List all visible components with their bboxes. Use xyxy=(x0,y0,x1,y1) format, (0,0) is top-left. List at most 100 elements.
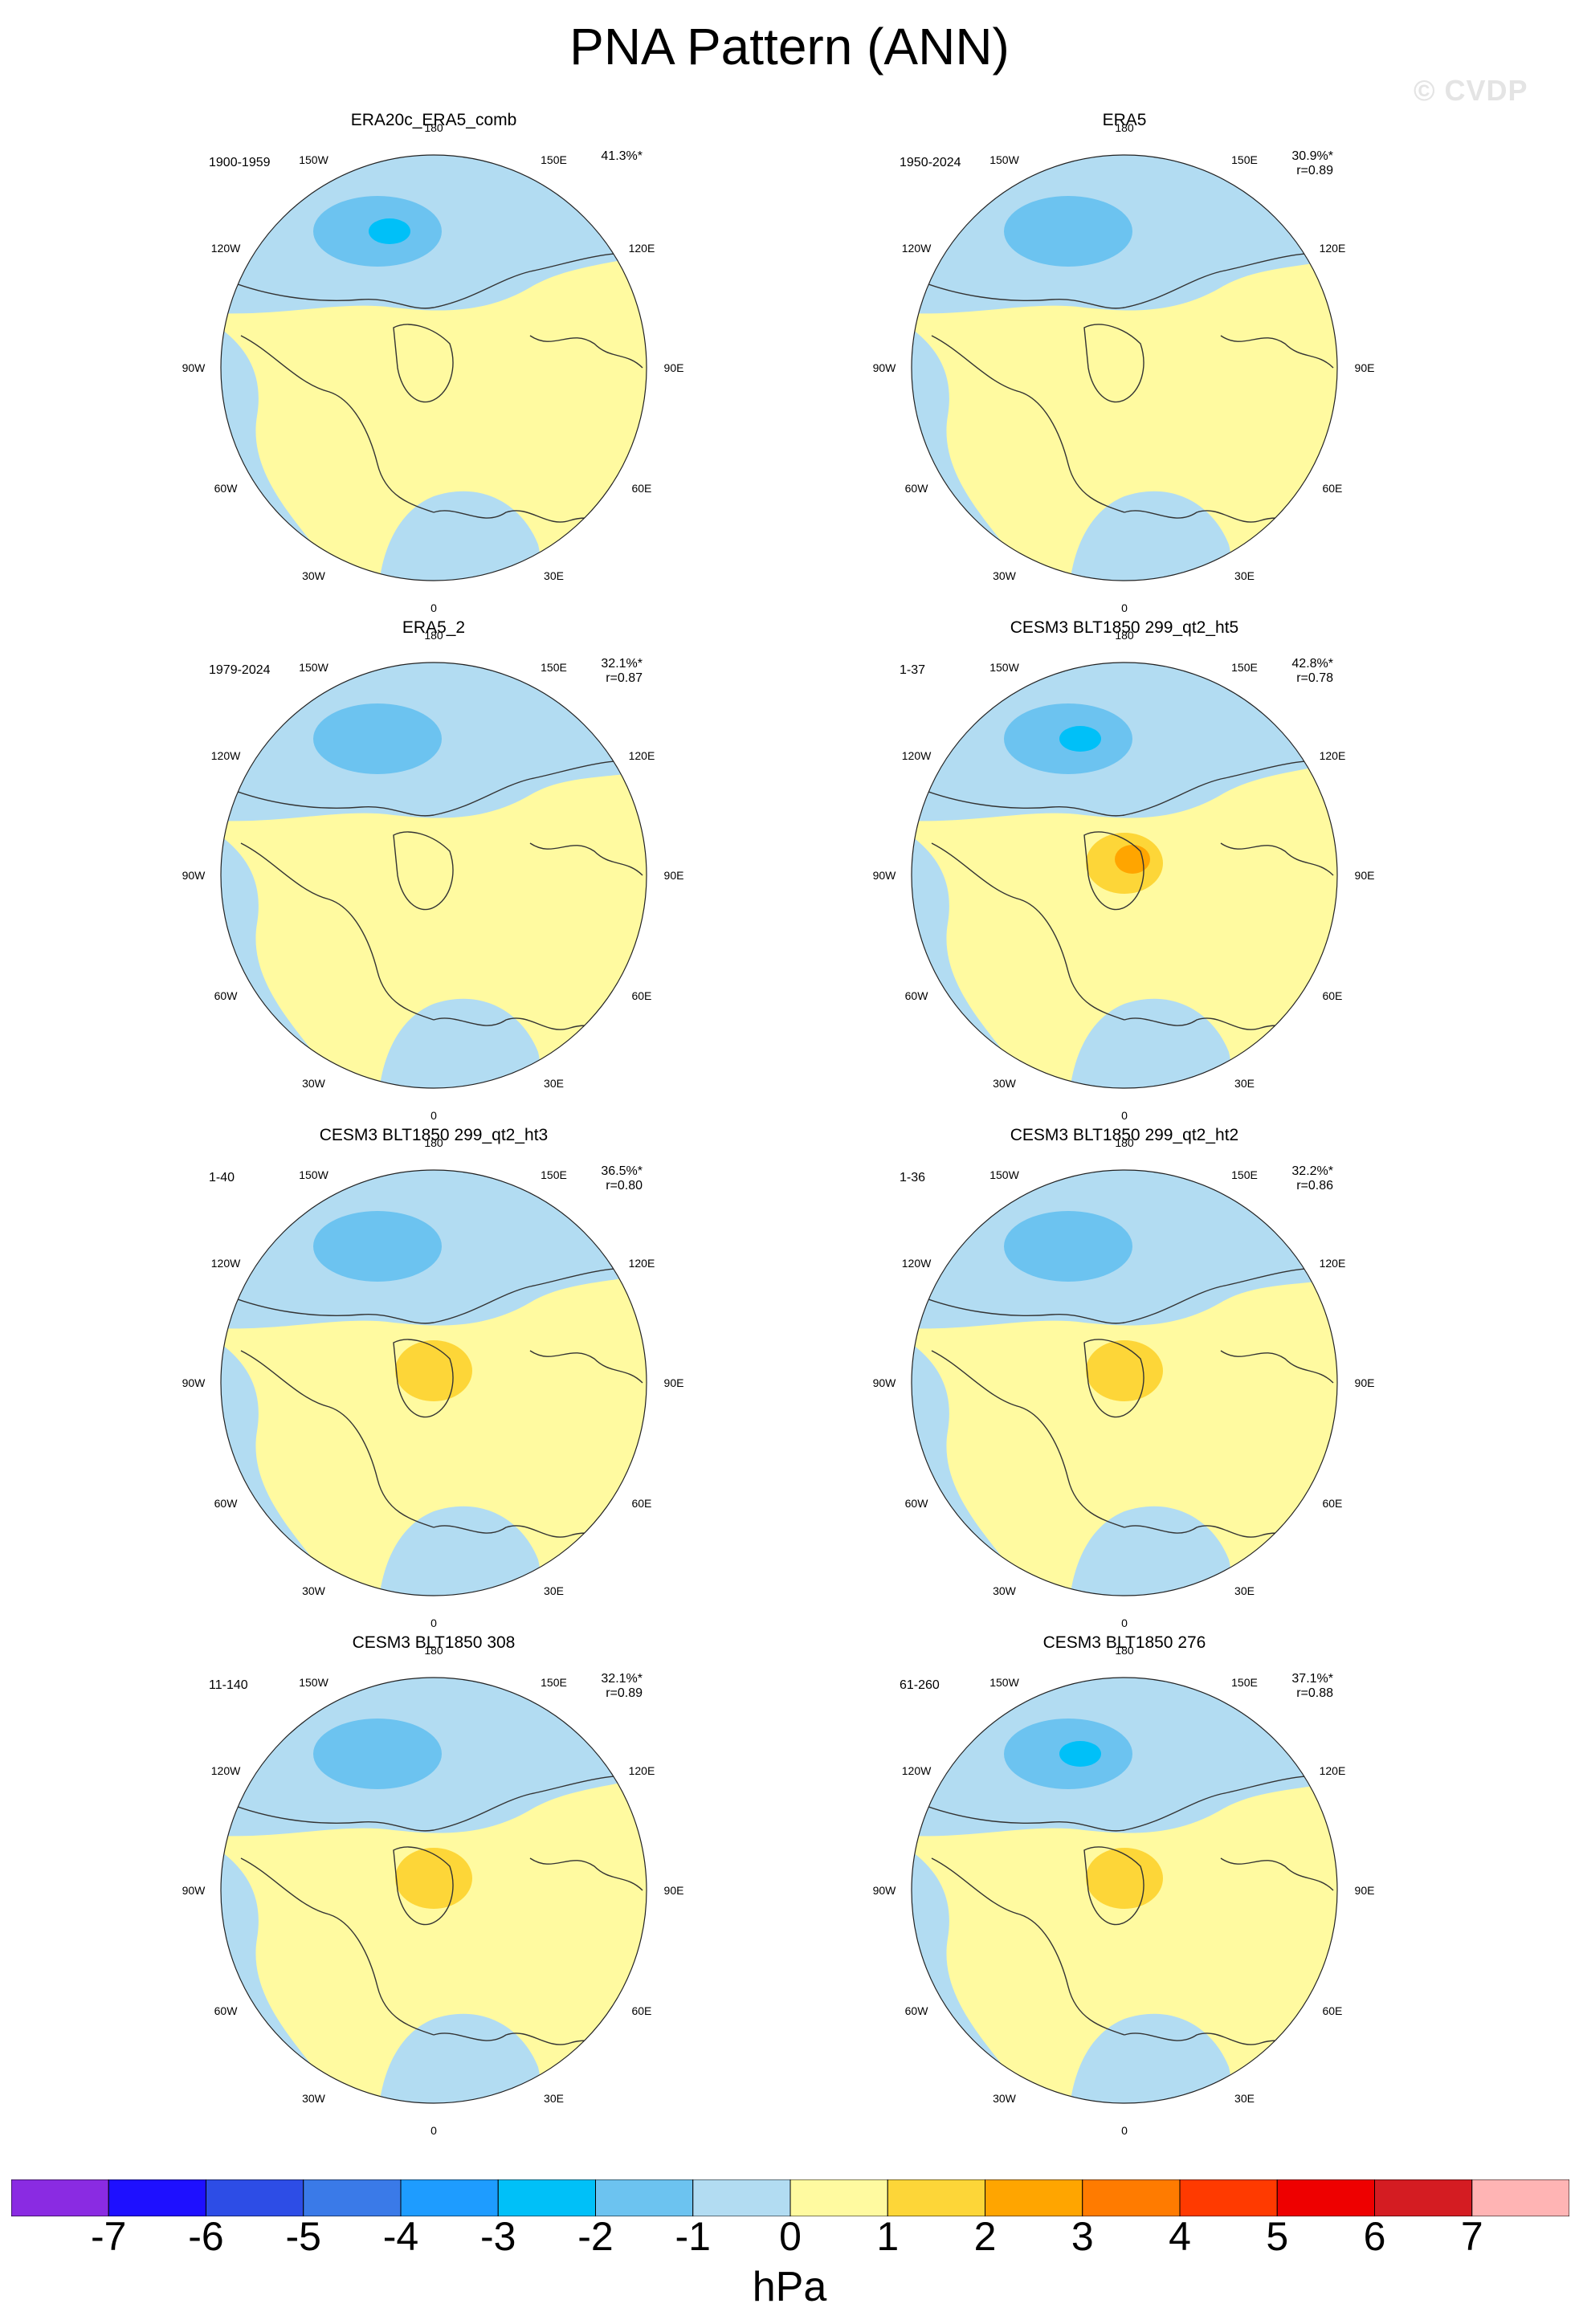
colorbar-swatch xyxy=(11,2179,109,2216)
longitude-label: 0 xyxy=(430,601,437,614)
longitude-label: 150E xyxy=(1231,1168,1258,1182)
aleutian-low-core xyxy=(1059,1741,1101,1767)
aleutian-low-contour xyxy=(1004,1211,1132,1282)
colorbar-tick-label: -4 xyxy=(382,2214,419,2259)
longitude-label: 150W xyxy=(299,1168,328,1182)
longitude-label: 180 xyxy=(1115,1644,1134,1657)
positive-center-contour xyxy=(1086,1848,1163,1909)
colorbar-units: hPa xyxy=(752,2264,827,2310)
panel-period: 1-37 xyxy=(900,663,926,677)
longitude-label: 0 xyxy=(1121,1617,1128,1629)
longitude-label: 150W xyxy=(989,661,1019,675)
longitude-label: 150E xyxy=(541,1676,567,1690)
longitude-label: 60E xyxy=(1322,2004,1343,2017)
polar-map xyxy=(911,662,1338,1089)
map-boundary xyxy=(911,154,1338,581)
colorbar-swatch xyxy=(790,2179,888,2216)
longitude-label: 150W xyxy=(989,1676,1019,1690)
aleutian-low-contour xyxy=(1004,196,1132,267)
coastlines xyxy=(224,760,647,1031)
longitude-label: 150E xyxy=(1231,661,1258,675)
longitude-label: 90W xyxy=(182,1884,206,1897)
longitude-label: 180 xyxy=(424,1136,443,1149)
longitude-label: 180 xyxy=(1115,1136,1134,1149)
longitude-label: 90W xyxy=(872,361,896,374)
panel-pattern-correlation: r=0.80 xyxy=(606,1179,643,1193)
map-boundary xyxy=(220,154,647,581)
longitude-label: 90W xyxy=(872,869,896,882)
colorbar-swatch xyxy=(1179,2179,1278,2216)
longitude-label: 150W xyxy=(299,661,328,675)
colorbar-tick-label: 4 xyxy=(1169,2214,1191,2259)
longitude-label: 90E xyxy=(663,361,684,374)
longitude-label: 90E xyxy=(663,1376,684,1389)
positive-center-contour xyxy=(1086,1340,1163,1401)
longitude-label: 150E xyxy=(541,661,567,675)
colorbar-swatch xyxy=(887,2179,985,2216)
colorbar-tick-label: -1 xyxy=(675,2214,711,2259)
longitude-label: 60E xyxy=(631,989,652,1002)
panel-title: ERA5_2 xyxy=(402,618,466,637)
longitude-label: 60W xyxy=(214,481,238,495)
colorbar-tick-label: 5 xyxy=(1266,2214,1289,2259)
longitude-label: 180 xyxy=(1115,629,1134,642)
longitude-label: 150W xyxy=(989,153,1019,167)
longitude-label: 150E xyxy=(1231,153,1258,167)
longitude-label: 180 xyxy=(424,1644,443,1657)
panel-title: CESM3 BLT1850 299_qt2_ht3 xyxy=(319,1126,549,1144)
longitude-label: 120W xyxy=(210,1763,241,1777)
longitude-label: 30E xyxy=(1234,1584,1255,1597)
panel-title: ERA20c_ERA5_comb xyxy=(350,111,517,129)
longitude-label: 30W xyxy=(302,1584,325,1597)
longitude-label: 30E xyxy=(1234,1076,1255,1090)
colorbar-swatch xyxy=(692,2179,791,2216)
colorbar-swatch xyxy=(108,2179,206,2216)
longitude-label: 30E xyxy=(544,1584,564,1597)
map-panel: ERA5 1950-2024 30.9%* r=0.89 180 150E 120E 90E 6… xyxy=(691,111,1478,617)
aleutian-low-contour xyxy=(313,1719,442,1789)
longitude-label: 0 xyxy=(1121,2124,1128,2137)
longitude-label: 120E xyxy=(1319,1763,1346,1777)
longitude-label: 90W xyxy=(872,1376,896,1389)
panel-percent-variance: 32.2%* xyxy=(1291,1164,1333,1178)
longitude-label: 120E xyxy=(628,748,655,762)
map-panel: CESM3 BLT1850 299_qt2_ht2 1-36 32.2%* r=0.8… xyxy=(691,1126,1478,1632)
longitude-label: 30W xyxy=(993,2091,1016,2105)
colorbar-tick-label: 6 xyxy=(1363,2214,1386,2259)
coastlines xyxy=(915,1267,1337,1539)
colorbar-tick-label: 0 xyxy=(779,2214,802,2259)
longitude-label: 120W xyxy=(901,1256,932,1270)
longitude-label: 90W xyxy=(872,1884,896,1897)
longitude-label: 30W xyxy=(302,1076,325,1090)
map-boundary xyxy=(220,1677,647,2104)
longitude-label: 30E xyxy=(544,1076,564,1090)
map-panel: CESM3 BLT1850 276 61-260 37.1%* r=0.88 180 15… xyxy=(691,1633,1478,2139)
colorbar-tick-label: -5 xyxy=(285,2214,321,2259)
longitude-label: 180 xyxy=(1115,121,1134,134)
panel-period: 1-36 xyxy=(900,1171,926,1184)
aleutian-low-core xyxy=(369,218,410,244)
polar-map xyxy=(911,154,1338,581)
panel-period: 1900-1959 xyxy=(209,156,271,169)
colorbar-swatch xyxy=(400,2179,499,2216)
colorbar-swatch xyxy=(1374,2179,1473,2216)
positive-center-contour xyxy=(395,1848,472,1909)
polar-map xyxy=(911,1677,1338,2104)
panel-percent-variance: 32.1%* xyxy=(601,657,643,671)
longitude-label: 120W xyxy=(901,748,932,762)
positive-center-contour xyxy=(395,1340,472,1401)
map-panel: CESM3 BLT1850 299_qt2_ht5 1-37 42.8%* r=0.7… xyxy=(691,618,1478,1124)
colorbar-swatch xyxy=(595,2179,694,2216)
colorbar-tick-label: -6 xyxy=(188,2214,224,2259)
panel-pattern-correlation: r=0.89 xyxy=(1296,164,1333,177)
polar-map xyxy=(220,1169,647,1596)
longitude-label: 120W xyxy=(210,241,241,255)
map-panel: CESM3 BLT1850 308 11-140 32.1%* r=0.89 180 15… xyxy=(0,1633,787,2139)
panel-title: CESM3 BLT1850 299_qt2_ht5 xyxy=(1010,618,1239,637)
panel-period: 61-260 xyxy=(900,1678,940,1692)
panel-percent-variance: 36.5%* xyxy=(601,1164,643,1178)
longitude-label: 30W xyxy=(993,1584,1016,1597)
panel-period: 1-40 xyxy=(209,1171,235,1184)
longitude-label: 90W xyxy=(182,1376,206,1389)
map-boundary xyxy=(911,1677,1338,2104)
